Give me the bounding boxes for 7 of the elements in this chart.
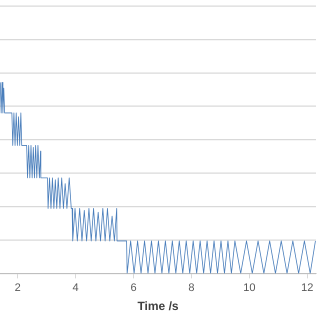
x-tick-label: 2	[14, 282, 21, 294]
x-tick-label: 4	[72, 282, 79, 294]
x-tick-label: 8	[188, 282, 195, 294]
x-tick-label: 12	[301, 282, 314, 294]
x-tick-label: 6	[130, 282, 137, 294]
x-tick-label: 10	[243, 282, 256, 294]
x-axis-title: Time /s	[137, 299, 179, 314]
